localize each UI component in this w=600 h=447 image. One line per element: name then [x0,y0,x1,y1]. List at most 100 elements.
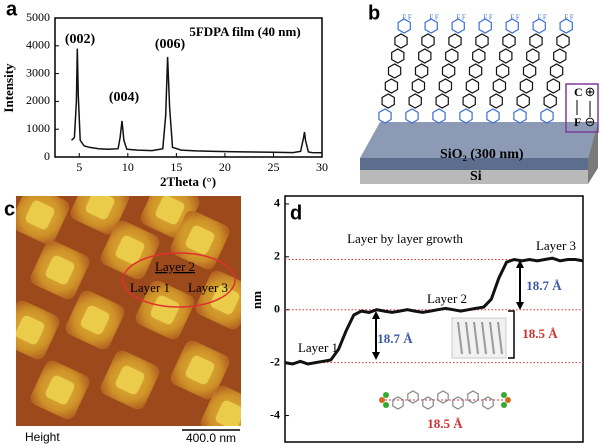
ring [549,63,564,79]
y-tick-label: 0 [44,149,50,163]
annotation: 18.7 Å [526,278,562,293]
ring [414,63,429,79]
ring [438,78,453,94]
ring [421,33,435,49]
terrace [45,255,75,285]
scale-name: Height [25,430,60,444]
ring [505,18,519,34]
terrace [115,235,145,265]
ring [445,48,459,64]
ring [394,33,408,49]
ring [437,390,449,404]
substrate-si [360,170,588,184]
ring [546,78,561,94]
f-atoms: F F [483,14,493,22]
terrace [16,315,45,345]
x-axis-label: 2Theta (°) [160,174,216,189]
annotation: Layer 1 [298,340,338,355]
plot-frame [284,195,584,443]
annotation: 18.7 Å [377,331,413,346]
atom [505,397,511,403]
terrace [185,225,215,255]
crystal-line [473,321,479,355]
x-tick-label: 25 [267,160,279,174]
crystal-pattern [457,321,503,355]
ring [502,33,516,49]
layer-label: Layer 1 [130,280,170,295]
highlight-ellipse [122,252,236,308]
substrate-oxide [360,158,588,170]
annotation: 18.5 Å [427,416,463,431]
ring [492,78,507,94]
annotation: 18.5 Å [522,326,558,341]
molecule-inset [379,390,511,410]
ring [499,48,513,64]
crystal-line [465,321,471,355]
terrace [210,285,240,315]
dipole-c: C [574,85,583,99]
substrate-label: SiO₂ (300 nm) [440,147,524,162]
ring [478,18,492,34]
ring [475,33,489,49]
panel-b: b F F F F F F F F F F F F F F SiO₂ (300 nm) Si… [360,2,599,184]
terrace [45,375,75,405]
y-tick-label: 3000 [26,65,50,79]
substrate-side [588,122,598,184]
layer-label: Layer 2 [155,259,195,274]
y-tick-label: -4 [270,407,280,421]
ring [384,78,399,94]
x-tick-label: 10 [122,160,134,174]
ring [397,18,411,34]
y-tick-label: 0 [274,301,280,315]
ring [482,396,494,410]
panel-label: a [6,0,18,20]
ring [392,396,404,410]
panel-label: c [4,198,15,220]
panel-label: b [368,2,380,24]
crystal-line [457,321,463,355]
ring [522,63,537,79]
y-tick-label: 5000 [26,10,50,24]
terrace [80,305,110,335]
panel-label: d [290,202,302,224]
f-atoms: F F [429,14,439,22]
dipole-f: F [574,115,581,129]
y-tick-label: 2 [274,249,280,263]
y-axis-label: Intensity [1,63,16,113]
ring [516,93,530,109]
ring [489,93,503,109]
ring [465,78,480,94]
ring [448,33,462,49]
ring [418,48,432,64]
terrace [155,196,185,225]
y-tick-label: 4 [274,196,280,210]
atom [501,402,507,408]
annotation: Layer 2 [427,291,467,306]
x-tick-label: 15 [170,160,182,174]
y-axis-label: nm [249,291,264,309]
f-atoms: F F [456,14,466,22]
ring [452,396,464,410]
layer-label: Layer 3 [188,280,228,295]
ring [408,93,422,109]
f-atoms: F F [564,14,574,22]
f-atoms: F F [537,14,547,22]
ring [468,63,483,79]
ring [513,108,527,124]
y-tick-label: 1000 [26,121,50,135]
dipole-plus: ⊕ [585,84,596,99]
atom [501,392,507,398]
annotation: Layer 3 [536,238,576,253]
si-label: Si [470,169,482,184]
y-tick-label: 4000 [26,38,50,52]
ring [495,63,510,79]
data-line [284,256,584,366]
panel-d-insets [372,260,524,410]
terrace [215,400,241,426]
ring [391,48,405,64]
ring [405,108,419,124]
atom [383,392,389,398]
crystal-line [481,321,487,355]
f-atoms: F F [402,14,412,22]
